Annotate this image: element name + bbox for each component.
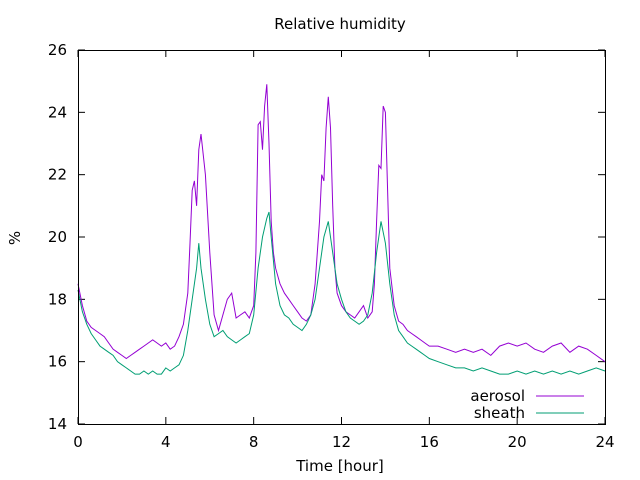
series-line-aerosol [77, 84, 606, 363]
chart-title: Relative humidity [274, 15, 406, 33]
legend-label-sheath: sheath [474, 404, 525, 422]
series-line-sheath [77, 211, 606, 375]
y-tick-label: 24 [48, 103, 67, 121]
plot-border [78, 50, 606, 425]
x-tick-label: 24 [595, 433, 614, 451]
series-layer [77, 84, 606, 375]
x-tick-label: 4 [161, 433, 171, 451]
y-axis-label: % [6, 231, 24, 245]
y-tick-label: 14 [48, 415, 67, 433]
x-axis-label: Time [hour] [295, 457, 384, 475]
axis-ticks: 0 4 8 12 16 20 24 14 16 18 20 22 24 26 [48, 41, 615, 451]
x-tick-label: 20 [508, 433, 527, 451]
x-tick-label: 0 [73, 433, 83, 451]
y-tick-label: 26 [48, 41, 67, 59]
x-tick-label: 12 [332, 433, 351, 451]
y-tick-label: 16 [48, 353, 67, 371]
y-tick-label: 22 [48, 166, 67, 184]
x-tick-label: 8 [249, 433, 259, 451]
y-tick-label: 18 [48, 290, 67, 308]
x-tick-label: 16 [420, 433, 439, 451]
legend-label-aerosol: aerosol [470, 387, 525, 405]
y-tick-label: 20 [48, 228, 67, 246]
